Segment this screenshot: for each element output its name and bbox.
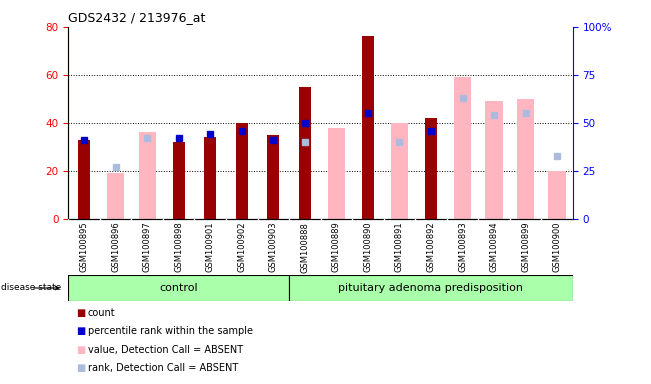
Text: GSM100898: GSM100898 (174, 222, 183, 272)
Bar (236, 123, 248, 219)
Text: count: count (88, 308, 115, 318)
Bar (548, 171, 566, 219)
Text: disease state: disease state (1, 283, 61, 293)
Text: value, Detection Call = ABSENT: value, Detection Call = ABSENT (88, 345, 243, 355)
Bar (68, 275, 289, 301)
Text: ■: ■ (76, 345, 85, 355)
Bar (454, 77, 471, 219)
Text: GSM100889: GSM100889 (332, 222, 341, 272)
Bar (327, 127, 345, 219)
Text: GSM100902: GSM100902 (237, 222, 246, 272)
Text: GSM100890: GSM100890 (363, 222, 372, 272)
Text: rank, Detection Call = ABSENT: rank, Detection Call = ABSENT (88, 363, 238, 373)
Text: GSM100888: GSM100888 (300, 222, 309, 273)
Text: ■: ■ (76, 363, 85, 373)
Bar (268, 135, 279, 219)
Bar (173, 142, 185, 219)
Text: GSM100892: GSM100892 (426, 222, 436, 272)
Text: GSM100899: GSM100899 (521, 222, 530, 272)
Text: GSM100901: GSM100901 (206, 222, 215, 272)
Text: percentile rank within the sample: percentile rank within the sample (88, 326, 253, 336)
Bar (362, 36, 374, 219)
Bar (78, 140, 90, 219)
Bar (204, 137, 216, 219)
Text: GSM100891: GSM100891 (395, 222, 404, 272)
Bar (289, 275, 573, 301)
Text: GSM100903: GSM100903 (269, 222, 278, 272)
Text: GSM100897: GSM100897 (143, 222, 152, 272)
Text: GDS2432 / 213976_at: GDS2432 / 213976_at (68, 12, 206, 25)
Bar (107, 173, 124, 219)
Text: GSM100896: GSM100896 (111, 222, 120, 272)
Text: GSM100900: GSM100900 (553, 222, 562, 272)
Text: control: control (159, 283, 198, 293)
Text: ■: ■ (76, 308, 85, 318)
Bar (391, 123, 408, 219)
Text: pituitary adenoma predisposition: pituitary adenoma predisposition (339, 283, 523, 293)
Bar (139, 132, 156, 219)
Bar (517, 99, 534, 219)
Text: GSM100893: GSM100893 (458, 222, 467, 272)
Bar (425, 118, 437, 219)
Text: GSM100894: GSM100894 (490, 222, 499, 272)
Text: GSM100895: GSM100895 (79, 222, 89, 272)
Bar (299, 87, 311, 219)
Text: ■: ■ (76, 326, 85, 336)
Bar (486, 101, 503, 219)
